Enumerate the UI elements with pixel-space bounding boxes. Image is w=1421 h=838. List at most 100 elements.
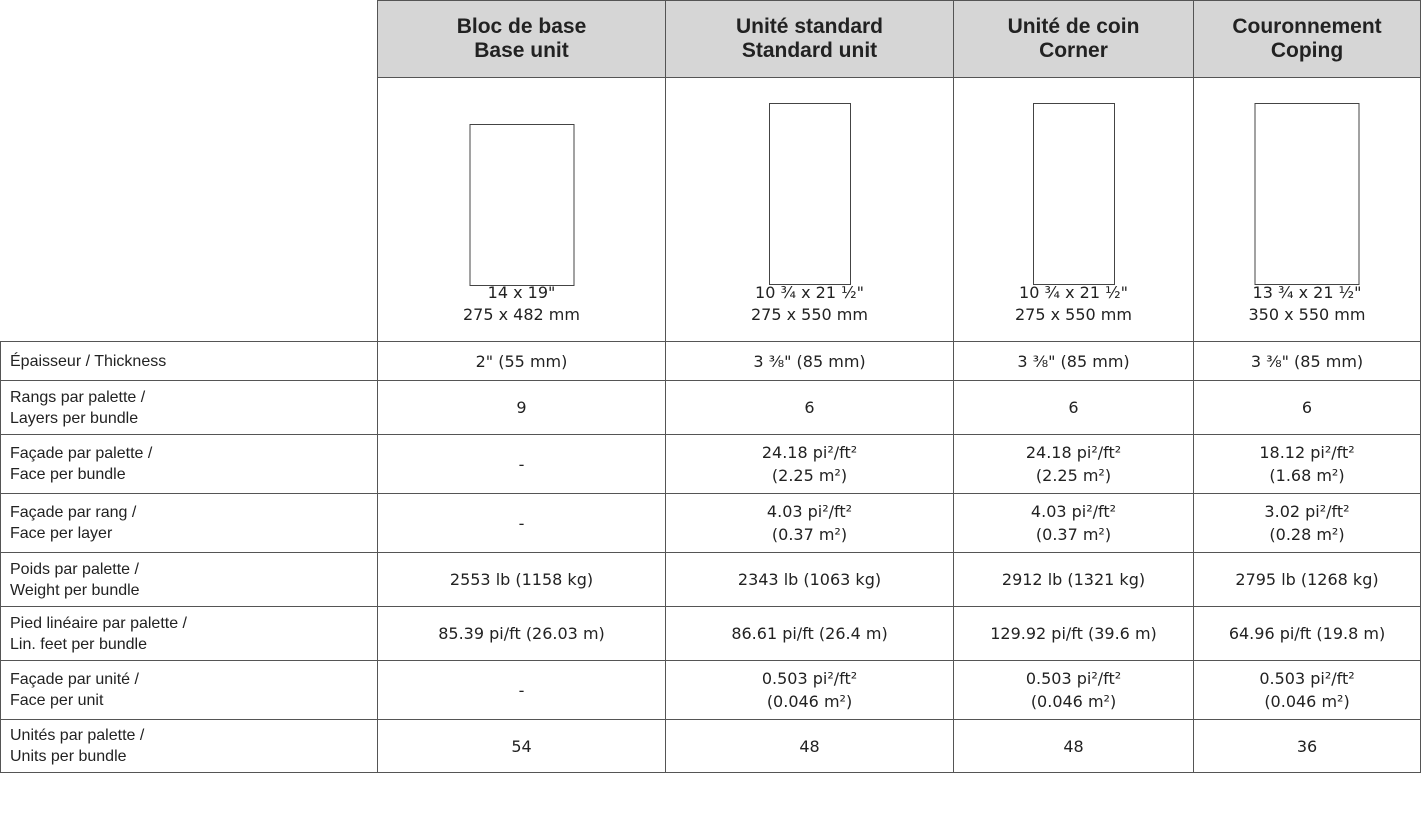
value-line: 0.503 pi²/ft² (1259, 669, 1355, 688)
row-label: Unités par palette / Units per bundle (0, 719, 378, 773)
value-standard: 86.61 pi/ft (26.4 m) (665, 606, 954, 661)
dim-mm: 275 x 482 mm (463, 305, 580, 324)
value-line: 0.503 pi²/ft² (761, 669, 858, 688)
value-line: 6 (804, 398, 815, 417)
value-line: 6 (1301, 398, 1313, 417)
row-label-line: Face per unit (10, 692, 104, 709)
row-label-line: Façade par unité / (10, 671, 139, 688)
row-label: Façade par palette / Face per bundle (0, 434, 378, 494)
standard-unit-shape (768, 103, 851, 285)
corner-unit-dimensions: 10 ¾ x 21 ½" 275 x 550 mm (954, 282, 1193, 326)
row-label-line: Unités par palette / (10, 727, 145, 744)
value-line: 4.03 pi²/ft² (1030, 502, 1117, 521)
base-unit-dimensions: 14 x 19" 275 x 482 mm (378, 282, 665, 326)
coping-unit-dimensions: 13 ¾ x 21 ½" 350 x 550 mm (1194, 282, 1420, 326)
row-label: Poids par palette / Weight per bundle (0, 552, 378, 607)
value-line: (0.046 m²) (1030, 692, 1117, 711)
col-header-standard: Unité standard Standard unit (665, 0, 954, 78)
col-header-en: Base unit (474, 39, 569, 62)
value-standard: 2343 lb (1063 kg) (665, 552, 954, 607)
value-coping: 36 (1193, 719, 1421, 773)
value-line: 3 ⅜" (85 mm) (1250, 351, 1364, 371)
value-line: - (518, 680, 525, 700)
value-corner: 129.92 pi/ft (39.6 m) (953, 606, 1194, 661)
value-coping: 3 ⅜" (85 mm) (1193, 341, 1421, 381)
spec-row: Unités par palette / Units per bundle 54 48… (0, 719, 1421, 773)
spec-row: Façade par palette / Face per bundle - 24.1… (0, 434, 1421, 494)
coping-unit-shape (1254, 103, 1360, 285)
corner-unit-shape (1032, 103, 1115, 285)
col-header-fr: Couronnement (1232, 15, 1382, 38)
coping-unit-cell: 13 ¾ x 21 ½" 350 x 550 mm (1193, 77, 1421, 342)
value-line: (0.37 m²) (1035, 525, 1112, 544)
image-row: 14 x 19" 275 x 482 mm 10 ¾ x 21 ½" 275 x… (0, 77, 1421, 342)
value-base: - (377, 493, 666, 553)
row-label: Rangs par palette / Layers per bundle (0, 380, 378, 435)
value-line: 64.96 pi/ft (19.8 m) (1228, 624, 1386, 643)
value-line: (0.046 m²) (1264, 692, 1350, 711)
col-header-corner: Unité de coin Corner (953, 0, 1194, 78)
value-standard: 0.503 pi²/ft² (0.046 m²) (665, 660, 954, 720)
value-line: 4.03 pi²/ft² (766, 502, 853, 521)
value-base: 2" (55 mm) (377, 341, 666, 381)
dim-inches: 14 x 19" (487, 283, 556, 302)
value-base: 2553 lb (1158 kg) (377, 552, 666, 607)
row-label-line: Rangs par palette / (10, 388, 146, 406)
row-label-line: Façade par palette / (10, 445, 153, 462)
col-header-base: Bloc de base Base unit (377, 0, 666, 78)
value-line: 3 ⅜" (85 mm) (1017, 351, 1130, 371)
col-header-fr: Unité standard (735, 15, 884, 38)
spec-row: Façade par unité / Face per unit - 0.503 pi… (0, 660, 1421, 720)
value-line: - (518, 454, 525, 474)
dim-mm: 275 x 550 mm (1015, 305, 1132, 324)
value-base: 54 (377, 719, 666, 773)
spec-table: Bloc de base Base unit Unité standard St… (0, 0, 1421, 773)
value-line: 3.02 pi²/ft² (1264, 502, 1350, 521)
value-line: 86.61 pi/ft (26.4 m) (731, 624, 888, 643)
base-unit-cell: 14 x 19" 275 x 482 mm (377, 77, 666, 342)
value-line: 36 (1296, 736, 1318, 756)
value-line: 9 (516, 398, 527, 417)
value-coping: 0.503 pi²/ft² (0.046 m²) (1193, 660, 1421, 720)
header-corner (0, 0, 378, 78)
col-header-en: Standard unit (741, 39, 878, 62)
col-header-fr: Unité de coin (1007, 15, 1140, 38)
value-line: 54 (511, 736, 532, 756)
value-line: 2553 lb (1158 kg) (449, 570, 594, 589)
value-coping: 3.02 pi²/ft² (0.28 m²) (1193, 493, 1421, 553)
value-base: 9 (377, 380, 666, 435)
value-coping: 2795 lb (1268 kg) (1193, 552, 1421, 607)
spec-row: Poids par palette / Weight per bundle 2553… (0, 552, 1421, 607)
col-header-coping: Couronnement Coping (1193, 0, 1421, 78)
value-standard: 3 ⅜" (85 mm) (665, 341, 954, 381)
value-line: (0.37 m²) (771, 525, 848, 544)
value-line: (1.68 m²) (1269, 466, 1345, 485)
value-line: (0.28 m²) (1269, 525, 1345, 544)
value-corner: 0.503 pi²/ft² (0.046 m²) (953, 660, 1194, 720)
row-label-line: Face per bundle (10, 466, 126, 483)
value-line: 85.39 pi/ft (26.03 m) (438, 624, 605, 643)
dim-mm: 275 x 550 mm (751, 305, 868, 324)
spec-rows: Épaisseur / Thickness 2" (55 mm) 3 ⅜" (85 … (0, 341, 1421, 773)
value-corner: 4.03 pi²/ft² (0.37 m²) (953, 493, 1194, 553)
row-label-line: Façade par rang / (10, 504, 137, 521)
value-base: - (377, 434, 666, 494)
col-header-en: Coping (1270, 39, 1344, 62)
dim-inches: 10 ¾ x 21 ½" (755, 283, 864, 302)
spec-row: Rangs par palette / Layers per bundle 9 6 6 6 (0, 380, 1421, 435)
value-base: 85.39 pi/ft (26.03 m) (377, 606, 666, 661)
spec-row: Épaisseur / Thickness 2" (55 mm) 3 ⅜" (85 … (0, 341, 1421, 381)
value-line: 2912 lb (1321 kg) (1001, 570, 1146, 589)
value-line: 2795 lb (1268 kg) (1235, 570, 1379, 589)
row-label: Épaisseur / Thickness (0, 341, 378, 381)
value-standard: 6 (665, 380, 954, 435)
row-label-line: Épaisseur / Thickness (10, 352, 167, 370)
row-label-line: Units per bundle (10, 748, 127, 765)
value-corner: 24.18 pi²/ft² (2.25 m²) (953, 434, 1194, 494)
image-row-corner (0, 77, 378, 342)
row-label: Pied linéaire par palette / Lin. feet per… (0, 606, 378, 661)
row-label-line: Pied linéaire par palette / (10, 614, 187, 632)
value-line: 18.12 pi²/ft² (1259, 443, 1355, 462)
corner-unit-cell: 10 ¾ x 21 ½" 275 x 550 mm (953, 77, 1194, 342)
spec-row: Façade par rang / Face per layer - 4.03 pi²… (0, 493, 1421, 553)
